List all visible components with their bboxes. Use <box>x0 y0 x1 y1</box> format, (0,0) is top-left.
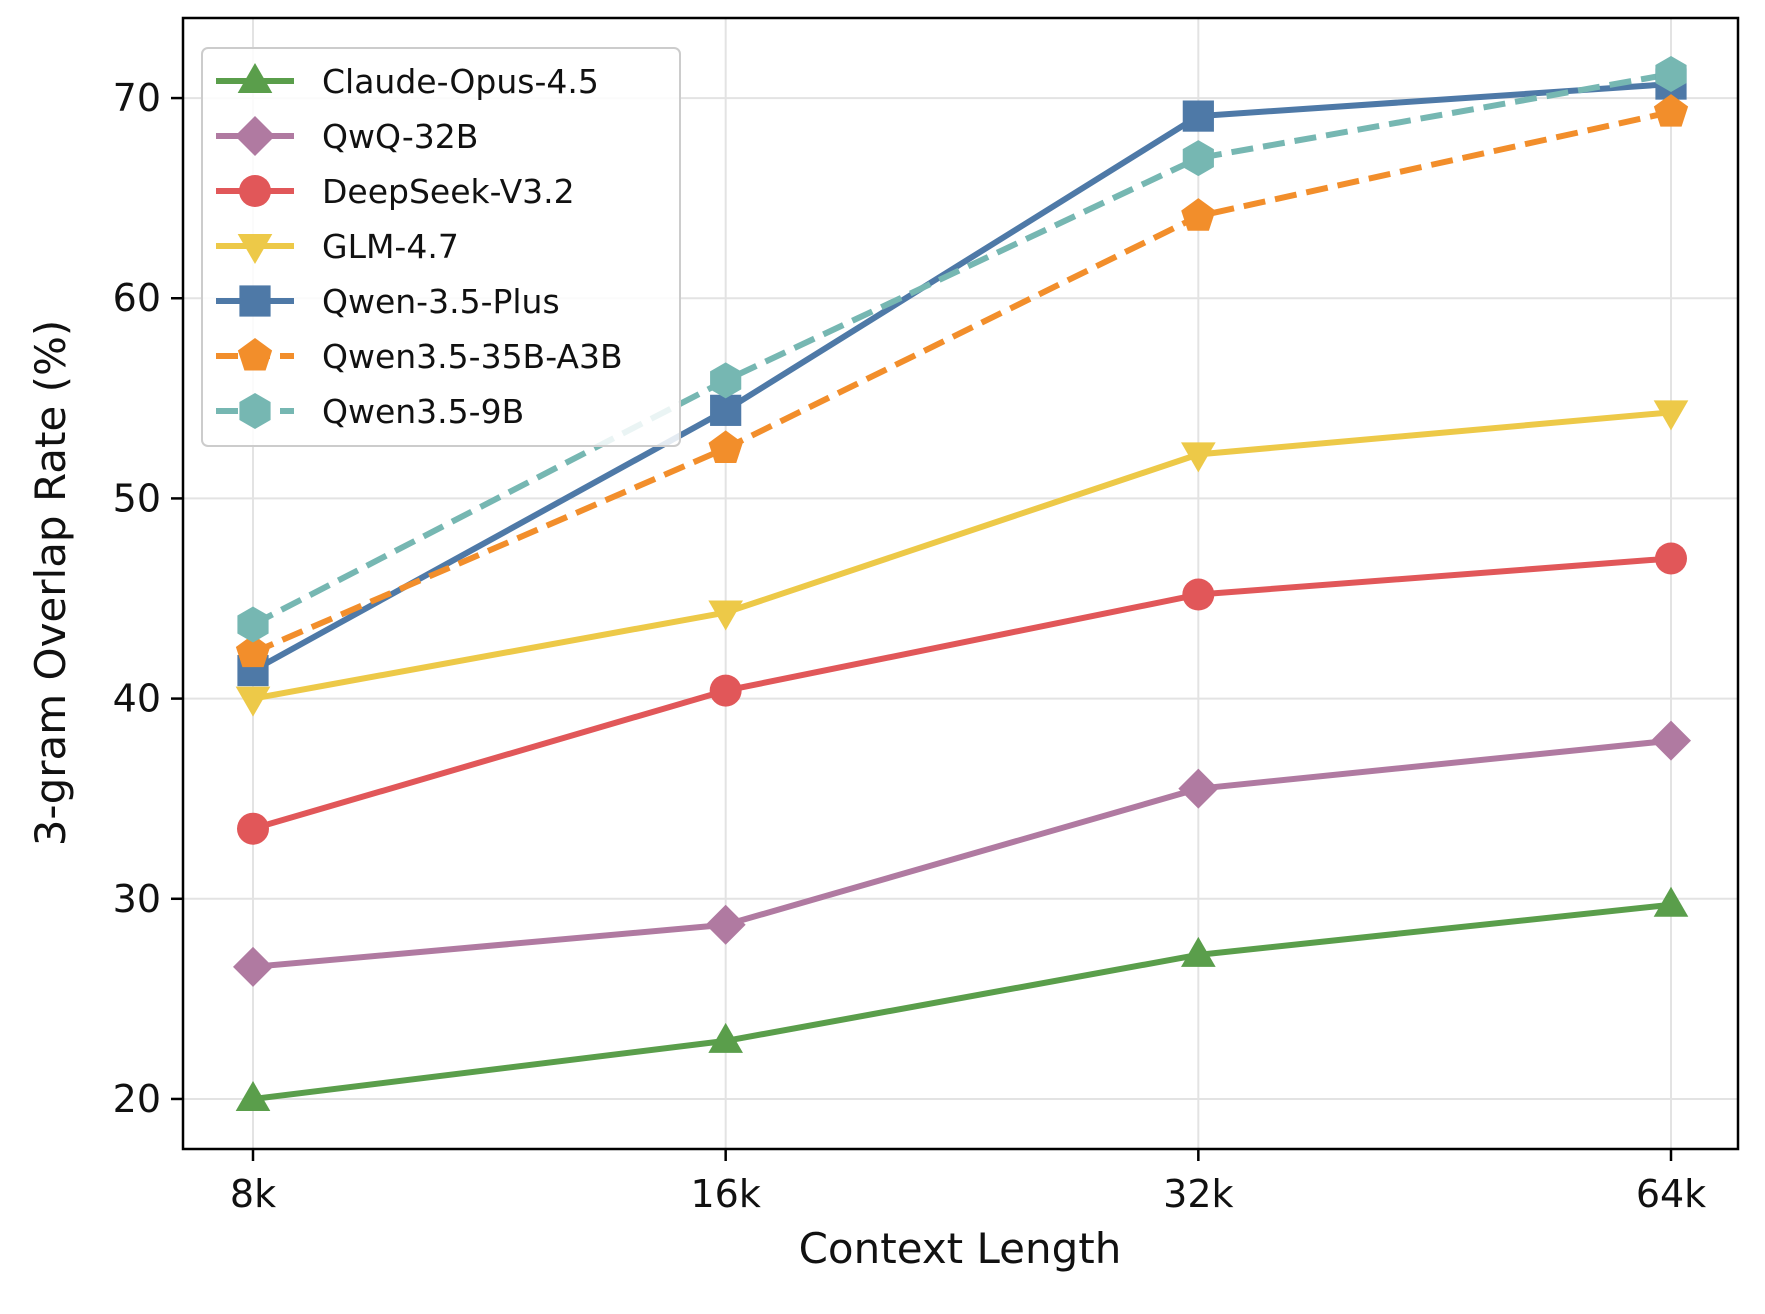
data-point-qwen3-5-35b-a3b <box>708 430 743 463</box>
plot-frame <box>181 16 1740 1151</box>
series-line-qwen3-5-9b <box>251 71 1672 628</box>
legend-box <box>201 47 681 447</box>
legend-marker-qwen-3-5-plus <box>239 285 271 317</box>
legend-label-deepseek-v3-2: DeepSeek-V3.2 <box>322 172 575 211</box>
data-point-qwen3-5-9b <box>1182 140 1214 177</box>
legend-marker-qwq-32b <box>235 116 275 156</box>
y-tick-label: 30 <box>113 877 161 921</box>
data-point-qwen3-5-35b-a3b <box>1181 198 1216 231</box>
legend-marker-qwen3-5-9b <box>239 393 271 429</box>
x-axis-title: Context Length <box>799 1224 1122 1273</box>
y-tick-label: 60 <box>113 276 161 320</box>
data-point-qwen3-5-9b <box>1655 56 1687 93</box>
data-point-qwq-32b <box>1651 720 1691 761</box>
data-point-qwq-32b <box>233 946 273 987</box>
y-tick-label: 40 <box>113 677 161 721</box>
data-point-glm-4-7 <box>1181 442 1216 473</box>
data-point-qwen3-5-35b-a3b <box>1653 94 1689 127</box>
data-point-qwen-3-5-plus <box>1182 100 1214 132</box>
y-axis-ticks: 20 30 40 50 60 70 <box>113 76 183 1121</box>
series-line-deepseek-v3-2 <box>252 555 1672 832</box>
data-point-qwen3-5-35b-a3b <box>235 634 271 668</box>
series-line-qwen3-5-35b-a3b <box>251 109 1672 656</box>
legend-marker-claude-opus-4-5 <box>237 63 273 93</box>
legend: Claude-Opus-4.5 QwQ-32B DeepSeek-V3.2 GLM-4… <box>201 47 681 447</box>
legend-label-qwen3-5-35b-a3b: Qwen3.5-35B-A3B <box>322 337 623 376</box>
legend-marker-glm-4-7 <box>237 234 273 264</box>
series-line-glm-4-7 <box>252 409 1672 702</box>
x-tick-label: 8k <box>230 1172 276 1216</box>
legend-marker-qwen3-5-35b-a3b <box>237 338 273 371</box>
data-point-deepseek-v3-2 <box>1182 578 1215 611</box>
data-point-claude-opus-4-5 <box>235 1080 271 1111</box>
y-tick-label: 50 <box>113 476 161 520</box>
data-point-qwen3-5-9b <box>710 362 742 399</box>
data-point-qwq-32b <box>705 904 746 945</box>
series-line-claude-opus-4-5 <box>252 901 1672 1102</box>
series-markers <box>233 56 1691 1111</box>
data-point-deepseek-v3-2 <box>237 812 269 845</box>
legend-marker-deepseek-v3-2 <box>239 175 271 207</box>
x-tick-label: 16k <box>690 1172 760 1216</box>
data-point-claude-opus-4-5 <box>1181 936 1216 967</box>
x-tick-label: 32k <box>1163 1172 1233 1216</box>
data-point-glm-4-7 <box>1653 400 1689 431</box>
y-tick-label: 20 <box>113 1077 161 1121</box>
legend-label-qwq-32b: QwQ-32B <box>322 117 478 156</box>
y-axis-title: 3-gram Overlap Rate (%) <box>26 320 75 847</box>
legend-label-qwen3-5-9b: Qwen3.5-9B <box>322 392 524 431</box>
y-tick-label: 70 <box>113 76 161 120</box>
data-point-deepseek-v3-2 <box>709 674 742 707</box>
data-point-qwq-32b <box>1178 768 1219 809</box>
series-line-qwen-3-5-plus <box>251 81 1672 674</box>
data-point-qwen-3-5-plus <box>710 394 742 426</box>
series-lines <box>251 71 1672 1102</box>
legend-label-glm-4-7: GLM-4.7 <box>322 227 459 266</box>
data-point-glm-4-7 <box>708 600 743 631</box>
data-point-claude-opus-4-5 <box>708 1022 743 1053</box>
data-point-deepseek-v3-2 <box>1655 542 1687 575</box>
x-tick-label: 64k <box>1636 1172 1706 1216</box>
data-point-qwen3-5-9b <box>237 606 269 643</box>
data-point-glm-4-7 <box>235 686 271 717</box>
series-line-qwq-32b <box>252 737 1672 970</box>
data-point-claude-opus-4-5 <box>1653 886 1689 917</box>
legend-label-qwen-3-5-plus: Qwen-3.5-Plus <box>322 282 560 321</box>
legend-label-claude-opus-4-5: Claude-Opus-4.5 <box>322 62 599 101</box>
x-axis-ticks: 8k 16k 32k 64k <box>230 1149 1706 1216</box>
